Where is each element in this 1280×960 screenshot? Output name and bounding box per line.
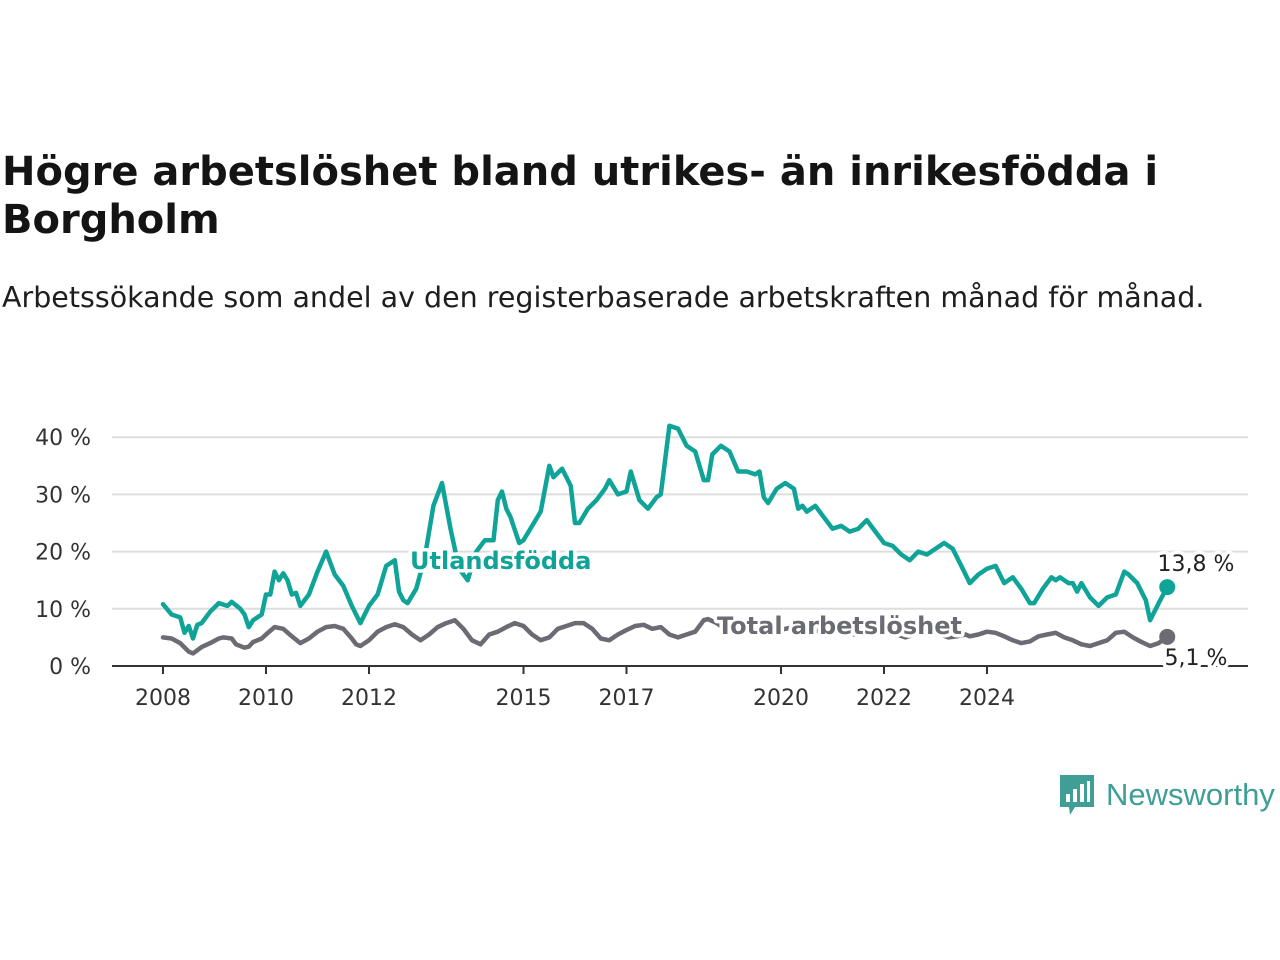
y-axis-ticks: 0 % 10 % 20 % 30 % 40 % (35, 426, 91, 680)
x-tick-label: 2010 (238, 686, 294, 711)
y-tick-label: 30 % (35, 483, 91, 508)
end-label-total-halo: 5,1 % (1165, 646, 1228, 671)
x-axis-ticks: 2008 2010 2012 2015 2017 2020 2022 2024 (135, 666, 1015, 711)
x-tick-label: 2024 (959, 686, 1015, 711)
brand-name: Newsworthy (1106, 777, 1275, 812)
chart-title: Högre arbetslöshet bland utrikes- än inr… (2, 149, 1159, 243)
series-label-total-halo: Total arbetslöshet (717, 612, 962, 640)
x-tick-label: 2015 (496, 686, 552, 711)
x-tick-label: 2008 (135, 686, 191, 711)
series-lines (160, 423, 1176, 656)
y-tick-label: 20 % (35, 541, 91, 566)
newsworthy-logo-icon (1060, 775, 1094, 815)
x-tick-label: 2020 (753, 686, 809, 711)
end-label-foreign-born-halo: 13,8 % (1158, 552, 1235, 577)
end-label-foreign-born: 13,8 % (1158, 552, 1235, 577)
y-tick-label: 40 % (35, 426, 91, 451)
series-label-foreign-born-halo: Utlandsfödda (410, 547, 591, 575)
end-label-total: 5,1 % (1165, 646, 1228, 671)
series-line-foreign_born (160, 423, 1170, 641)
x-tick-label: 2012 (341, 686, 397, 711)
y-tick-label: 10 % (35, 598, 91, 623)
end-point-total (1159, 628, 1176, 645)
end-point-foreign_born (1159, 579, 1176, 596)
series-label-foreign-born: Utlandsfödda (410, 547, 591, 575)
x-tick-label: 2017 (599, 686, 655, 711)
series-line-total (160, 616, 1170, 656)
y-tick-label: 0 % (49, 655, 91, 680)
gridlines (112, 436, 1248, 610)
newsworthy-logo: Newsworthy (1058, 773, 1275, 817)
x-tick-label: 2022 (856, 686, 912, 711)
chart-subtitle: Arbetssökande som andel av den registerb… (2, 281, 1205, 314)
series-label-total: Total arbetslöshet (717, 612, 962, 640)
